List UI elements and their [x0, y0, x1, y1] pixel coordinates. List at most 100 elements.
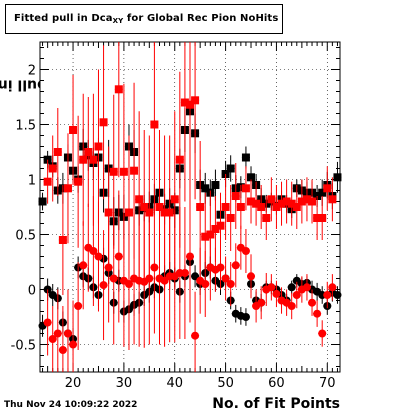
data-point-circle	[74, 302, 83, 310]
data-point-square	[211, 181, 220, 189]
data-point-square	[308, 197, 317, 206]
data-point-square	[292, 203, 301, 211]
title-rest: for Global Rec Pion NoHits	[123, 13, 279, 24]
data-point-circle	[328, 283, 337, 292]
data-point-circle	[323, 291, 332, 299]
data-point-circle	[79, 261, 88, 270]
y-tick-label: -0.5	[11, 339, 36, 354]
data-point-circle	[302, 283, 311, 292]
data-point-square	[170, 195, 179, 204]
data-point-square	[89, 155, 98, 164]
data-point-square	[130, 166, 139, 175]
data-point-circle	[124, 280, 133, 288]
data-point-square	[282, 197, 291, 206]
data-point-square	[201, 184, 210, 193]
data-point-circle	[241, 247, 250, 255]
data-point-square	[216, 221, 225, 230]
data-point-circle	[180, 269, 189, 277]
data-point-circle	[333, 291, 342, 299]
y-tick-label: 0.5	[15, 229, 36, 244]
data-point-square	[241, 153, 250, 162]
title-subscript: XY	[112, 17, 124, 25]
chart-title: Fitted pull in DcaXY for Global Rec Pion…	[14, 13, 278, 25]
data-point-circle	[150, 263, 159, 272]
data-point-square	[252, 199, 261, 208]
data-point-circle	[201, 280, 210, 288]
data-point-square	[175, 155, 184, 164]
data-point-square	[318, 214, 327, 222]
data-point-square	[257, 203, 266, 211]
data-point-square	[109, 167, 118, 176]
data-point-square	[94, 142, 103, 151]
data-point-square	[124, 208, 133, 217]
data-point-circle	[247, 272, 256, 281]
data-point-square	[196, 203, 205, 211]
data-point-square	[236, 203, 245, 211]
data-point-circle	[94, 252, 103, 261]
data-point-circle	[109, 274, 118, 283]
x-axis-label: No. of Fit Points	[212, 396, 340, 412]
y-tick-label: 1	[28, 174, 36, 189]
data-point-square	[333, 173, 342, 182]
x-tick-label: 30	[116, 376, 133, 391]
data-point-circle	[145, 274, 154, 283]
y-tick-label: 2	[28, 64, 36, 79]
data-point-square	[69, 126, 78, 134]
data-point-circle	[241, 313, 250, 321]
data-point-circle	[272, 289, 281, 298]
data-point-circle	[89, 247, 98, 255]
chart-title-box: Fitted pull in DcaXY for Global Rec Pion…	[5, 4, 283, 34]
data-point-square	[58, 236, 67, 244]
data-point-square	[201, 232, 210, 241]
data-point-square	[226, 164, 235, 173]
data-point-square	[262, 214, 271, 222]
data-point-square	[155, 203, 164, 211]
data-point-square	[191, 96, 200, 105]
data-point-square	[226, 214, 235, 222]
data-point-square	[247, 173, 256, 182]
data-point-circle	[53, 329, 62, 338]
data-point-square	[302, 195, 311, 204]
x-tick-label: 50	[217, 376, 234, 391]
data-point-square	[267, 195, 276, 204]
data-point-square	[119, 167, 128, 176]
data-point-square	[74, 177, 83, 186]
data-point-square	[211, 225, 220, 233]
data-point-circle	[221, 274, 230, 283]
data-point-square	[79, 155, 88, 164]
data-point-square	[140, 203, 149, 211]
data-point-square	[287, 199, 296, 208]
data-point-square	[231, 192, 240, 200]
data-point-square	[277, 199, 286, 208]
data-point-circle	[43, 318, 52, 327]
data-point-circle	[318, 329, 327, 338]
data-point-circle	[114, 252, 123, 261]
data-point-circle	[267, 283, 276, 292]
title-main: Fitted pull in Dca	[14, 13, 113, 24]
data-point-square	[150, 120, 159, 129]
x-tick-label: 20	[65, 376, 82, 391]
data-point-square	[241, 184, 250, 193]
x-tick-label: 70	[319, 376, 336, 391]
data-point-circle	[231, 261, 240, 270]
data-point-circle	[226, 280, 235, 288]
data-point-square	[313, 214, 322, 222]
data-point-circle	[48, 335, 57, 343]
data-point-square	[186, 100, 194, 109]
x-tick-label: 60	[268, 376, 285, 391]
data-point-square	[247, 197, 256, 206]
data-point-square	[38, 197, 47, 206]
data-point-square	[323, 184, 332, 193]
data-point-square	[63, 184, 72, 193]
data-point-square	[221, 203, 230, 211]
data-point-square	[43, 177, 52, 186]
data-point-square	[48, 164, 57, 173]
data-point-square	[272, 203, 281, 211]
data-point-square	[160, 208, 169, 217]
x-tick-label: 40	[166, 376, 183, 391]
data-point-square	[318, 188, 327, 197]
data-point-circle	[191, 331, 200, 340]
data-point-circle	[58, 346, 67, 354]
data-point-circle	[308, 298, 317, 307]
